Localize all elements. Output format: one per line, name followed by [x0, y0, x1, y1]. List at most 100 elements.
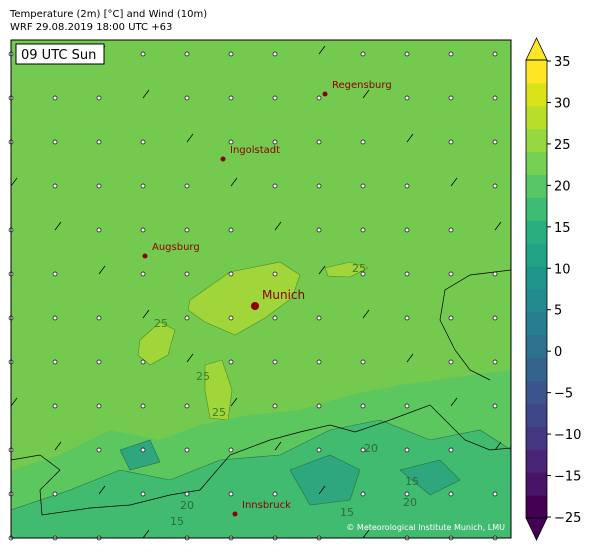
colorbar-band — [526, 60, 547, 84]
wind-calm — [492, 95, 498, 101]
city-label: Ingolstadt — [230, 145, 280, 156]
wind-calm — [52, 271, 58, 277]
wind-calm — [52, 139, 58, 145]
wind-barb — [362, 89, 370, 99]
city-label: Regensburg — [332, 80, 392, 91]
contour-label: 20 — [180, 499, 194, 512]
wind-calm — [404, 447, 410, 453]
wind-calm — [228, 315, 234, 321]
wind-calm — [492, 315, 498, 321]
contour-label: 25 — [196, 370, 210, 383]
wind-calm — [140, 183, 146, 189]
wind-calm — [492, 51, 498, 57]
colorbar-tick-label: 15 — [554, 221, 571, 236]
colorbar-tick-label: −10 — [554, 428, 581, 443]
colorbar-extend — [525, 37, 548, 61]
wind-calm — [52, 95, 58, 101]
wind-barb — [186, 353, 194, 363]
city-label: Munich — [262, 288, 305, 302]
city-marker — [220, 156, 226, 162]
colorbar-band — [526, 495, 547, 519]
wind-calm — [140, 227, 146, 233]
colorbar-band — [526, 472, 547, 496]
subtitle: WRF 29.08.2019 18:00 UTC +63 — [10, 22, 172, 33]
colorbar-band — [526, 266, 547, 290]
wind-calm — [272, 315, 278, 321]
wind-calm — [272, 271, 278, 277]
city-marker — [322, 91, 328, 97]
wind-calm — [140, 447, 146, 453]
wind-calm — [52, 403, 58, 409]
cool-area — [11, 419, 511, 538]
wind-calm — [272, 183, 278, 189]
wind-calm — [96, 139, 102, 145]
wind-calm — [272, 403, 278, 409]
contour-label: 15 — [170, 515, 184, 528]
wind-calm — [228, 359, 234, 365]
wind-calm — [184, 491, 190, 497]
wind-calm — [228, 95, 234, 101]
wind-calm — [184, 95, 190, 101]
wind-field — [8, 45, 502, 541]
wind-calm — [272, 95, 278, 101]
cold-area — [119, 439, 461, 506]
time-box — [15, 43, 105, 65]
wind-calm — [448, 227, 454, 233]
wind-calm — [184, 447, 190, 453]
wind-calm — [360, 491, 366, 497]
wind-calm — [360, 139, 366, 145]
city-marker — [142, 253, 148, 259]
contour-label: 15 — [340, 506, 354, 519]
wind-calm — [52, 183, 58, 189]
map-frame — [10, 39, 512, 539]
title: Temperature (2m) [°C] and Wind (10m) — [9, 9, 207, 20]
wind-calm — [360, 227, 366, 233]
wind-calm — [184, 271, 190, 277]
colorbar-tick-label: −5 — [554, 387, 573, 402]
wind-barb — [54, 221, 62, 231]
wind-calm — [360, 183, 366, 189]
colorbar-tick-label: 25 — [554, 138, 571, 153]
wind-barb — [494, 441, 502, 451]
wind-barb — [10, 397, 18, 407]
warm-area — [324, 261, 369, 278]
contour-label: 25 — [154, 317, 168, 330]
wind-calm — [140, 271, 146, 277]
border — [439, 269, 511, 381]
colorbar-band — [526, 403, 547, 427]
wind-calm — [184, 227, 190, 233]
wind-calm — [448, 315, 454, 321]
wind-calm — [140, 359, 146, 365]
wind-calm — [272, 491, 278, 497]
wind-calm — [272, 359, 278, 365]
wind-calm — [228, 271, 234, 277]
colorbar-band — [526, 449, 547, 473]
wind-barb — [362, 309, 370, 319]
wind-barb — [98, 485, 106, 495]
colorbar-tick-label: −25 — [554, 511, 581, 526]
colorbar-band — [526, 151, 547, 175]
wind-calm — [184, 403, 190, 409]
wind-calm — [448, 51, 454, 57]
colorbar-tick-label: 10 — [554, 262, 571, 277]
wind-calm — [492, 271, 498, 277]
wind-calm — [184, 183, 190, 189]
wind-barb — [54, 441, 62, 451]
wind-calm — [96, 227, 102, 233]
time-label: 09 UTC Sun — [21, 48, 96, 63]
colorbar-tick-label: 20 — [554, 179, 571, 194]
contour-label: 20 — [364, 442, 378, 455]
colorbar-band — [526, 334, 547, 359]
wind-calm — [360, 51, 366, 57]
colorbar-band — [526, 128, 547, 153]
wind-barb — [230, 177, 238, 187]
colorbar-band — [526, 197, 547, 221]
wind-calm — [272, 139, 278, 145]
wind-calm — [448, 447, 454, 453]
wind-calm — [404, 227, 410, 233]
wind-calm — [404, 95, 410, 101]
map: 25 25 25 25 20 20 20 15 15 15 Regensburg… — [8, 39, 512, 541]
city-label: Augsburg — [152, 242, 200, 253]
wind-calm — [360, 359, 366, 365]
